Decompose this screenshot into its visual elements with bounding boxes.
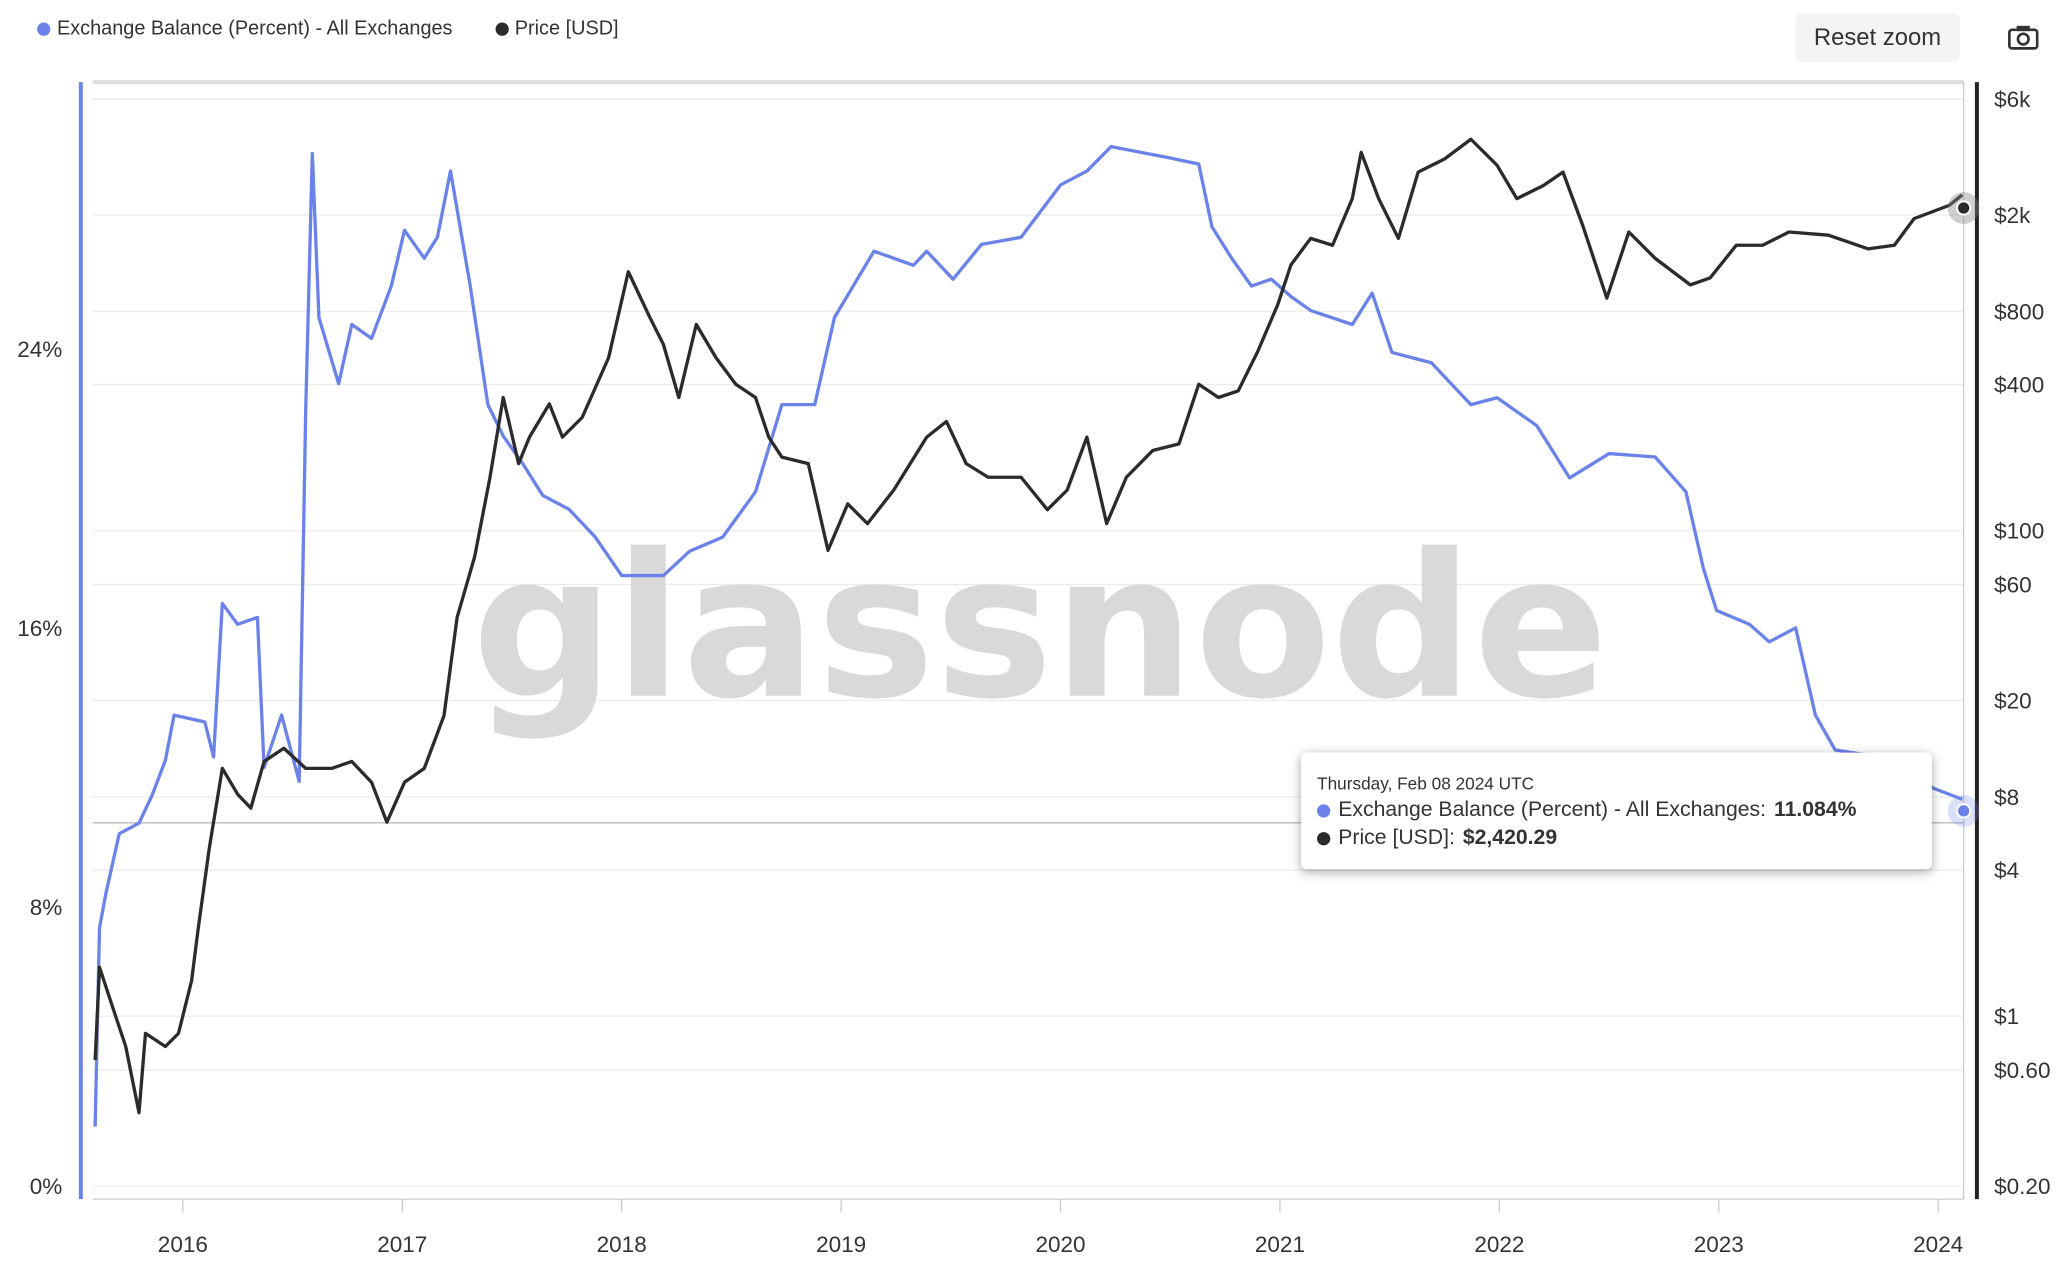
x-axis-tick-label: 2024 (1913, 1232, 1963, 1257)
hover-marker-exchange-balance (1956, 803, 1972, 819)
x-axis-tick-label: 2018 (597, 1232, 647, 1257)
legend-label: Exchange Balance (Percent) - All Exchang… (56, 17, 453, 40)
hover-marker-price (1956, 200, 1972, 216)
right-axis-tick-label: $1 (1994, 1004, 2019, 1029)
right-axis-tick-label: $0.60 (1994, 1058, 2050, 1083)
legend-dot-icon (494, 21, 509, 36)
glassnode-watermark: glassnode (472, 512, 1608, 743)
x-axis-tick-label: 2016 (158, 1232, 208, 1257)
x-axis-tick-label: 2017 (377, 1232, 427, 1257)
right-axis-tick-label: $60 (1994, 573, 2032, 598)
legend: Exchange Balance (Percent) - All Exchang… (37, 17, 619, 40)
legend-label: Price [USD] (514, 17, 619, 40)
series-dot-icon (1317, 832, 1331, 846)
left-axis-tick-label: 8% (30, 895, 63, 920)
legend-dot-icon (37, 21, 51, 36)
right-axis-tick-label: $20 (1994, 688, 2032, 713)
tooltip-label: Price [USD]: (1338, 826, 1455, 850)
tooltip-row-exchange-balance: Exchange Balance (Percent) - All Exchang… (1317, 799, 1856, 823)
x-axis-tick-label: 2021 (1255, 1232, 1305, 1257)
right-axis-tick-label: $100 (1994, 519, 2044, 544)
reset-zoom-button[interactable]: Reset zoom (1795, 13, 1960, 63)
right-axis-tick-label: $0.20 (1994, 1174, 2050, 1199)
series-dot-icon (1317, 804, 1331, 818)
x-axis-tick-label: 2022 (1474, 1232, 1524, 1257)
price-line (93, 137, 1964, 1115)
tooltip-date: Thursday, Feb 08 2024 UTC (1317, 773, 1535, 794)
tooltip-label: Exchange Balance (Percent) - All Exchang… (1338, 798, 1767, 822)
right-axis-tick-label: $4 (1994, 858, 2019, 883)
left-axis-tick-label: 24% (17, 337, 62, 362)
left-axis-tick-label: 16% (17, 616, 62, 641)
tooltip-value: 11.084% (1773, 798, 1857, 822)
camera-icon[interactable] (2007, 24, 2039, 51)
x-axis-tick-label: 2023 (1694, 1232, 1744, 1257)
legend-item-price[interactable]: Price [USD] (494, 17, 619, 40)
right-axis-tick-label: $6k (1994, 87, 2031, 112)
right-axis-tick-label: $800 (1994, 299, 2044, 324)
x-axis-tick-label: 2019 (816, 1232, 866, 1257)
right-axis-tick-label: $400 (1994, 373, 2044, 398)
x-axis-tick-label: 2020 (1035, 1232, 1085, 1257)
tooltip-row-price: Price [USD]: $2,420.29 (1317, 827, 1557, 851)
legend-item-exchange-balance[interactable]: Exchange Balance (Percent) - All Exchang… (37, 17, 452, 40)
right-axis-tick-label: $8 (1994, 785, 2019, 810)
tooltip-value: $2,420.29 (1462, 826, 1558, 850)
right-axis-tick-label: $2k (1994, 203, 2031, 228)
tooltip: Thursday, Feb 08 2024 UTC Exchange Balan… (1301, 752, 1932, 870)
left-axis-tick-label: 0% (30, 1174, 63, 1199)
